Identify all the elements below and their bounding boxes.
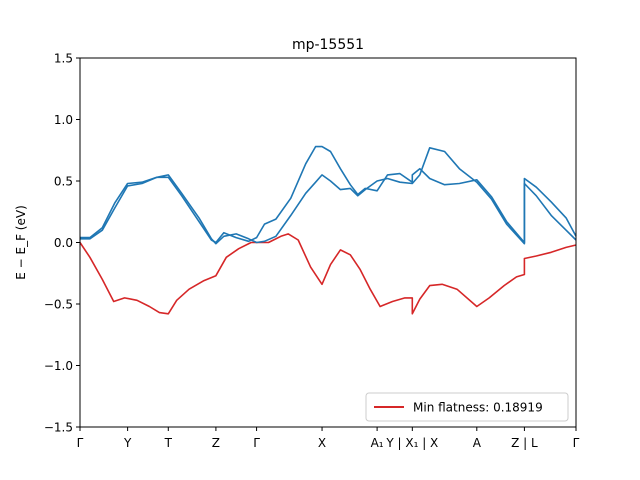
y-tick-label-3: 0.0 xyxy=(54,236,73,250)
x-tick-label-5: X xyxy=(318,436,326,450)
y-tick-label-5: −1.0 xyxy=(44,359,73,373)
x-axis-ticks: Γ Y T Z Γ X A₁ Y | X₁ | X A Z | L Γ xyxy=(77,427,580,450)
y-tick-label-6: −1.5 xyxy=(44,421,73,435)
legend-label: Min flatness: 0.18919 xyxy=(413,401,543,415)
y-axis-label: E − E_F (eV) xyxy=(14,205,28,280)
series-line-1 xyxy=(80,145,577,244)
series-layer xyxy=(79,145,577,315)
x-tick-label-10: Γ xyxy=(573,436,580,450)
x-tick-label-3: Z xyxy=(212,436,220,450)
y-tick-label-4: −0.5 xyxy=(44,298,73,312)
y-axis-ticks: 1.5 1.0 0.5 0.0 −0.5 −1.0 −1.5 xyxy=(44,52,80,435)
x-tick-label-8: A xyxy=(473,436,482,450)
series-line-2 xyxy=(80,147,577,245)
legend: Min flatness: 0.18919 xyxy=(365,392,569,422)
x-tick-label-0: Γ xyxy=(77,436,84,450)
x-tick-label-1: Y xyxy=(123,436,132,450)
y-tick-label-1: 1.0 xyxy=(54,113,73,127)
y-tick-label-2: 0.5 xyxy=(54,175,73,189)
x-tick-label-2: T xyxy=(164,436,173,450)
x-tick-label-9: Z | L xyxy=(511,436,538,450)
chart-title: mp-15551 xyxy=(292,37,364,53)
x-tick-label-4: Γ xyxy=(253,436,260,450)
legend-box xyxy=(365,392,569,422)
x-tick-label-7: Y | X₁ | X xyxy=(385,436,438,450)
x-tick-label-6: A₁ xyxy=(371,436,384,450)
series-line-0 xyxy=(79,233,577,315)
y-tick-label-0: 1.5 xyxy=(54,52,73,66)
